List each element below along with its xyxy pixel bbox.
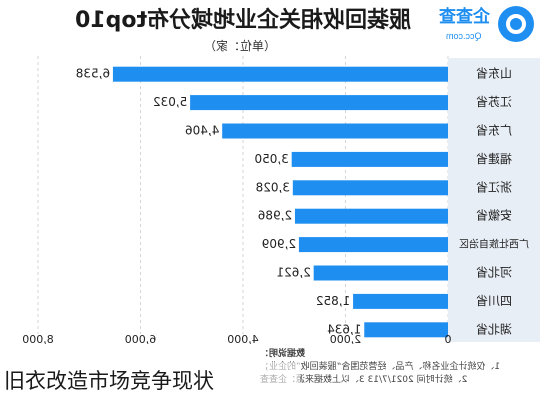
data-label: 6,538	[76, 67, 110, 81]
data-label: 2,621	[276, 266, 310, 280]
bar	[313, 265, 448, 281]
data-label: 2,986	[258, 209, 292, 223]
x-tick-label: 0	[445, 333, 452, 346]
bar	[353, 293, 448, 309]
value-labels: 6,538 5,032 4,406 3,050 3,028 2,986 2,909 2,621…	[76, 67, 362, 337]
data-label: 1,852	[316, 294, 350, 308]
bar	[291, 151, 448, 167]
category-label: 江苏省	[476, 95, 512, 109]
category-label: 福建省	[476, 151, 512, 166]
x-tick-label: 2,000	[330, 333, 362, 346]
caption-backdrop	[0, 362, 300, 400]
x-tick-label: 8,000	[22, 333, 54, 346]
data-label: 3,050	[255, 152, 289, 166]
category-label: 山东省	[476, 67, 512, 81]
category-column-bg	[448, 58, 540, 342]
bar	[112, 66, 449, 82]
notes-line-2: 2、统计时间 2021/7/13 3、以上数据来源：企查查	[260, 375, 468, 385]
data-label: 1,634	[327, 322, 361, 336]
bars	[112, 66, 449, 338]
bar	[364, 322, 448, 338]
data-label: 2,909	[262, 237, 296, 251]
category-label: 四川省	[476, 294, 512, 308]
category-label: 河北省	[476, 266, 512, 280]
bar	[294, 208, 448, 224]
bar	[222, 123, 448, 139]
x-axis-ticks: 0 2,000 4,000 6,000 8,000	[22, 333, 451, 346]
data-label: 3,028	[256, 180, 290, 194]
qcc-logo-icon	[498, 6, 534, 42]
category-label: 广西壮族自治区	[459, 238, 529, 251]
bar	[298, 237, 448, 253]
category-label: 浙江省	[476, 180, 512, 194]
x-tick-label: 6,000	[125, 333, 157, 346]
data-label: 4,406	[185, 124, 219, 138]
bar	[190, 95, 449, 111]
data-notes: 数据说明： 1、仅统计企业名称、产品、经营范围含“服装回收”的企业； 2、统计时…	[260, 348, 542, 394]
category-label: 广东省	[476, 124, 512, 138]
image-caption: 旧衣改造市场竞争现状	[4, 369, 214, 393]
category-label: 安徽省	[476, 208, 512, 223]
brand-logo: 企查查 Qcc.com	[430, 4, 540, 48]
bar	[292, 180, 448, 196]
notes-title: 数据说明：	[260, 349, 306, 359]
notes-line-1: 1、仅统计企业名称、产品、经营范围含“服装回收”的企业；	[260, 362, 501, 372]
category-label: 湖北省	[476, 321, 512, 336]
x-tick-label: 4,000	[227, 333, 259, 346]
data-label: 5,032	[153, 95, 187, 109]
